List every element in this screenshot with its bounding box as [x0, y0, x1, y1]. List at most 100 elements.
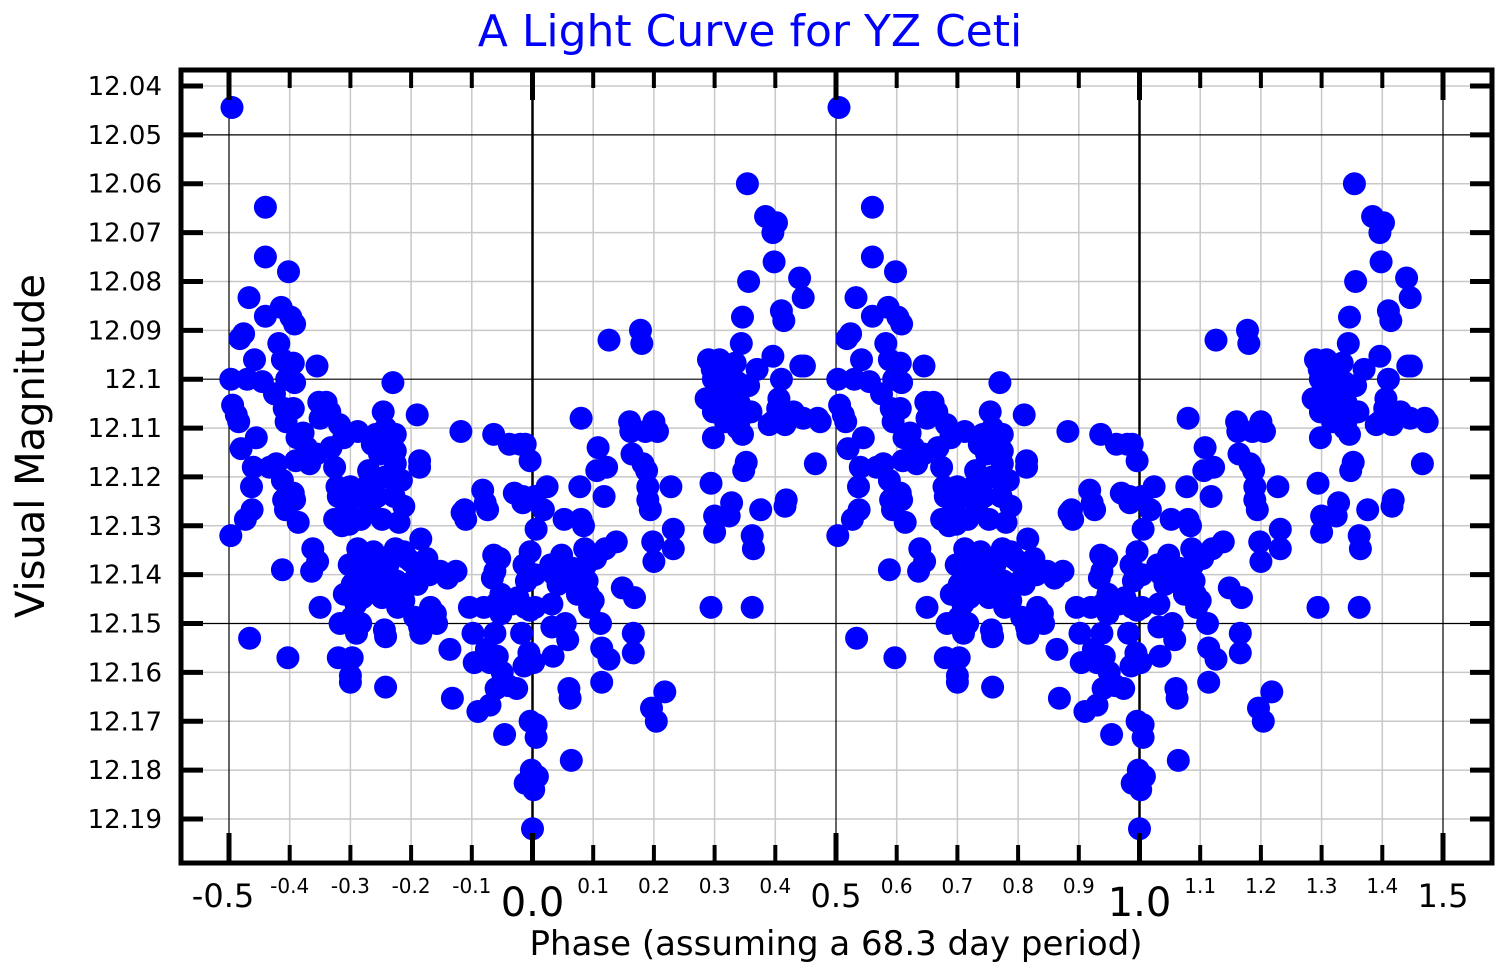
data-point	[277, 260, 300, 284]
data-point	[848, 455, 872, 479]
data-point	[788, 266, 812, 290]
y-tick-label: 12.13	[88, 512, 162, 542]
x-major-tick-label: 1.5	[1418, 877, 1469, 915]
y-tick-label: 12.04	[88, 72, 162, 102]
data-point	[999, 494, 1023, 518]
data-point	[981, 625, 1005, 649]
data-point	[703, 520, 727, 544]
data-point	[1204, 647, 1228, 671]
data-point	[877, 558, 901, 582]
data-point	[1338, 305, 1361, 329]
data-point	[890, 371, 914, 395]
data-point	[521, 817, 544, 841]
data-point	[425, 612, 449, 635]
y-tick-label: 12.17	[88, 707, 162, 737]
data-point	[281, 397, 305, 420]
data-point	[740, 595, 764, 619]
data-point	[1032, 612, 1056, 635]
y-tick-label: 12.06	[88, 170, 162, 200]
y-tick-label: 12.1	[104, 365, 162, 395]
data-point	[1138, 498, 1162, 522]
data-point	[1056, 420, 1080, 443]
x-minor-tick-label: 1.3	[1306, 874, 1338, 898]
data-point	[227, 410, 251, 434]
data-point	[308, 595, 332, 619]
data-point	[1253, 420, 1276, 443]
data-point	[276, 646, 300, 670]
data-point	[1211, 530, 1235, 554]
data-point	[1100, 723, 1124, 746]
x-minor-tick-label: 0.8	[1002, 874, 1034, 898]
data-point	[1095, 547, 1119, 570]
data-point	[844, 286, 868, 310]
data-point	[1051, 559, 1075, 583]
x-minor-tick-label: 0.3	[699, 874, 731, 898]
data-point	[999, 589, 1023, 613]
data-point	[1047, 686, 1071, 710]
data-point	[552, 507, 576, 531]
data-point	[990, 422, 1014, 446]
data-point	[590, 670, 614, 694]
data-point	[1147, 592, 1171, 616]
data-point	[1016, 527, 1040, 551]
data-point	[860, 195, 884, 219]
data-point	[461, 621, 485, 645]
data-point	[1176, 406, 1200, 430]
data-point	[860, 245, 884, 269]
data-point	[912, 354, 936, 378]
data-point	[381, 371, 405, 395]
data-point	[253, 195, 277, 219]
data-point	[1266, 475, 1290, 499]
data-point	[1230, 586, 1253, 610]
data-point	[978, 400, 1002, 424]
data-point	[1348, 537, 1372, 561]
data-point	[1344, 270, 1368, 293]
data-point	[765, 211, 788, 235]
data-point	[220, 96, 244, 119]
data-point	[642, 550, 666, 573]
data-point	[701, 426, 725, 450]
data-point	[305, 354, 329, 378]
data-point	[661, 517, 685, 541]
data-point	[1112, 677, 1136, 700]
data-point	[659, 475, 683, 499]
data-point	[720, 491, 744, 515]
data-point	[888, 351, 912, 375]
data-point	[1410, 452, 1434, 476]
y-tick-label: 12.07	[88, 219, 162, 249]
data-point	[1356, 498, 1380, 522]
data-point	[945, 664, 969, 688]
data-point	[283, 488, 307, 512]
data-point	[408, 455, 432, 479]
data-point	[1117, 621, 1141, 645]
data-point	[739, 400, 763, 424]
data-point	[240, 475, 263, 499]
data-point	[232, 322, 256, 346]
x-minor-tick-label: 1.4	[1366, 874, 1398, 898]
data-point	[1327, 491, 1351, 515]
data-point	[409, 527, 433, 551]
y-tick-label: 12.12	[88, 463, 162, 493]
data-point	[253, 245, 277, 269]
data-point	[219, 367, 243, 391]
data-point	[1129, 651, 1153, 675]
data-point	[483, 621, 507, 645]
data-point	[1166, 748, 1190, 772]
data-point	[374, 675, 398, 699]
y-tick-label: 12.08	[88, 267, 162, 297]
x-minor-tick-label: 0.1	[577, 874, 609, 898]
x-major-tick-label: 0.0	[501, 880, 565, 926]
data-point	[453, 498, 476, 522]
data-point	[1204, 328, 1228, 352]
data-point	[1249, 550, 1273, 573]
data-point	[729, 332, 753, 355]
data-point	[734, 450, 758, 474]
data-point	[1268, 517, 1292, 541]
data-point	[977, 507, 1001, 531]
data-point	[1369, 250, 1393, 274]
data-point	[884, 260, 907, 284]
data-point	[558, 686, 582, 710]
data-point	[270, 558, 294, 582]
data-point	[476, 498, 500, 522]
